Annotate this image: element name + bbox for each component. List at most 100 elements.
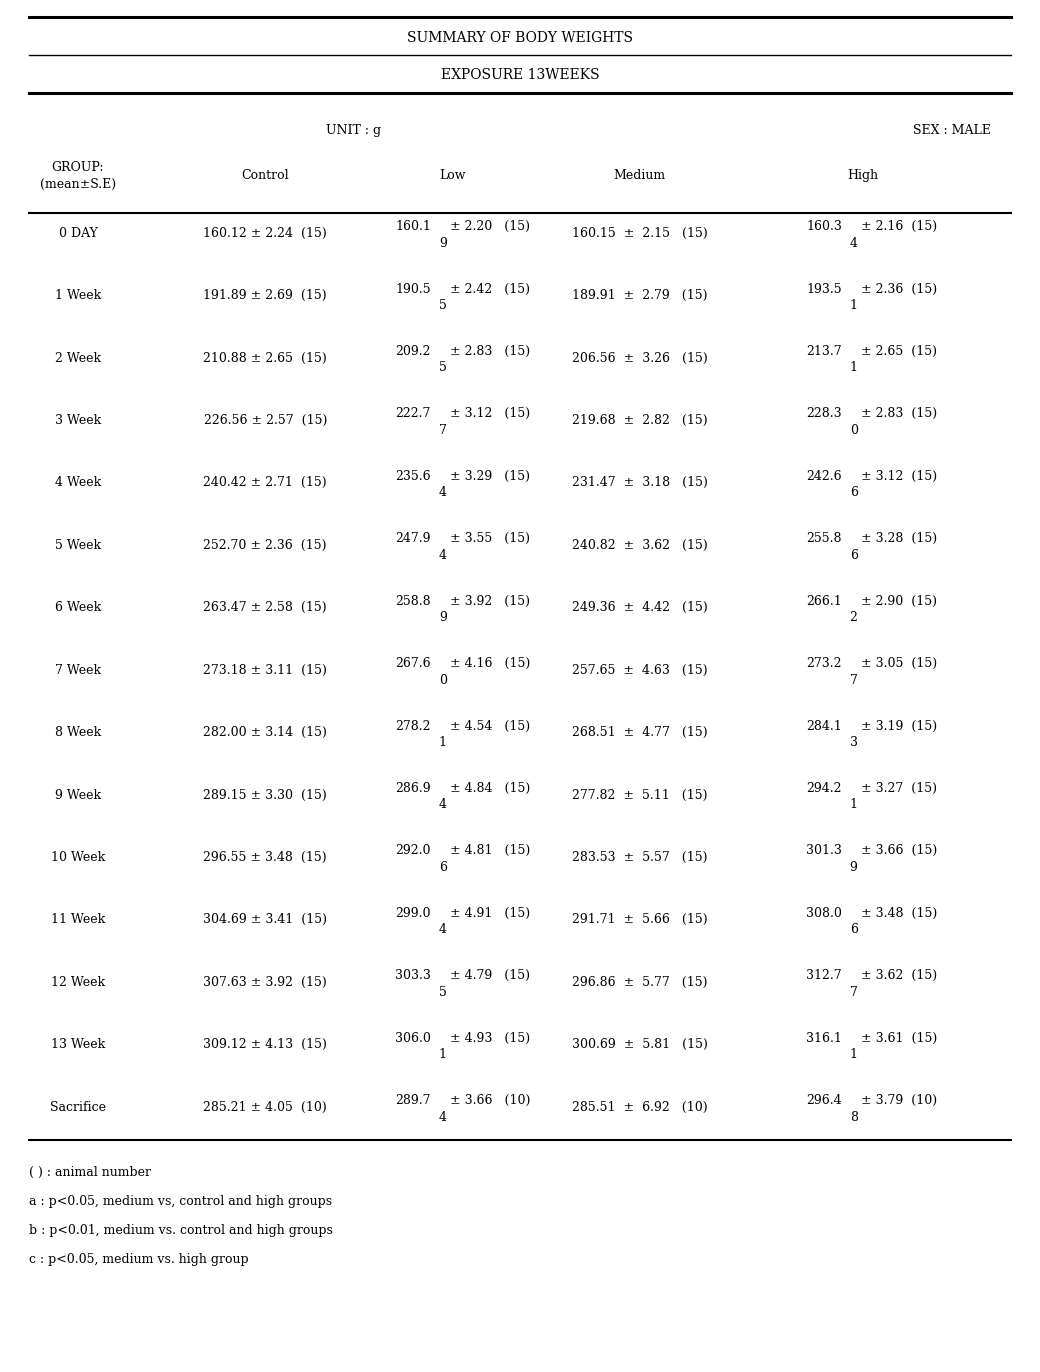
Text: 283.53  ±  5.57   (15): 283.53 ± 5.57 (15)	[572, 851, 707, 864]
Text: ± 4.84   (15): ± 4.84 (15)	[450, 782, 530, 794]
Text: ( ) : animal number: ( ) : animal number	[29, 1166, 151, 1179]
Text: 303.3: 303.3	[395, 969, 431, 982]
Text: 8 Week: 8 Week	[55, 726, 101, 740]
Text: 2 Week: 2 Week	[55, 351, 101, 365]
Text: 9: 9	[439, 236, 447, 250]
Text: 189.91  ±  2.79   (15): 189.91 ± 2.79 (15)	[572, 289, 707, 302]
Text: 296.55 ± 3.48  (15): 296.55 ± 3.48 (15)	[204, 851, 327, 864]
Text: 1: 1	[850, 361, 858, 375]
Text: c : p<0.05, medium vs. high group: c : p<0.05, medium vs. high group	[29, 1253, 249, 1265]
Text: 255.8: 255.8	[806, 532, 841, 545]
Text: 312.7: 312.7	[806, 969, 841, 982]
Text: 307.63 ± 3.92  (15): 307.63 ± 3.92 (15)	[204, 975, 327, 989]
Text: 7: 7	[439, 424, 447, 436]
Text: ± 2.20   (15): ± 2.20 (15)	[450, 220, 530, 233]
Text: ± 4.54   (15): ± 4.54 (15)	[450, 719, 530, 733]
Text: 209.2: 209.2	[395, 344, 431, 358]
Text: 266.1: 266.1	[806, 594, 841, 608]
Text: 273.18 ± 3.11  (15): 273.18 ± 3.11 (15)	[203, 664, 328, 676]
Text: 263.47 ± 2.58  (15): 263.47 ± 2.58 (15)	[204, 601, 327, 615]
Text: ± 3.27  (15): ± 3.27 (15)	[861, 782, 937, 794]
Text: 206.56  ±  3.26   (15): 206.56 ± 3.26 (15)	[572, 351, 707, 365]
Text: 1: 1	[850, 1048, 858, 1061]
Text: 240.82  ±  3.62   (15): 240.82 ± 3.62 (15)	[572, 539, 707, 552]
Text: 3: 3	[850, 735, 858, 749]
Text: 282.00 ± 3.14  (15): 282.00 ± 3.14 (15)	[203, 726, 328, 740]
Text: 1 Week: 1 Week	[55, 289, 101, 302]
Text: 278.2: 278.2	[395, 719, 431, 733]
Text: 13 Week: 13 Week	[51, 1039, 105, 1051]
Text: 5: 5	[439, 361, 447, 375]
Text: 242.6: 242.6	[806, 469, 841, 483]
Text: ± 3.05  (15): ± 3.05 (15)	[861, 657, 937, 670]
Text: 9: 9	[439, 611, 447, 624]
Text: 285.51  ±  6.92   (10): 285.51 ± 6.92 (10)	[572, 1100, 707, 1114]
Text: 190.5: 190.5	[395, 283, 431, 295]
Text: ± 2.42   (15): ± 2.42 (15)	[450, 283, 530, 295]
Text: 249.36  ±  4.42   (15): 249.36 ± 4.42 (15)	[572, 601, 707, 615]
Text: 300.69  ±  5.81   (15): 300.69 ± 5.81 (15)	[572, 1039, 707, 1051]
Text: 7: 7	[850, 674, 858, 686]
Text: ± 2.90  (15): ± 2.90 (15)	[861, 594, 937, 608]
Text: ± 3.66   (10): ± 3.66 (10)	[450, 1093, 530, 1107]
Text: ± 3.12  (15): ± 3.12 (15)	[861, 469, 937, 483]
Text: 273.2: 273.2	[806, 657, 841, 670]
Text: 4: 4	[439, 799, 447, 811]
Text: 309.12 ± 4.13  (15): 309.12 ± 4.13 (15)	[203, 1039, 328, 1051]
Text: ± 3.19  (15): ± 3.19 (15)	[861, 719, 937, 733]
Text: SEX : MALE: SEX : MALE	[913, 123, 990, 137]
Text: ± 4.16   (15): ± 4.16 (15)	[450, 657, 530, 670]
Text: a : p<0.05, medium vs, control and high groups: a : p<0.05, medium vs, control and high …	[29, 1195, 332, 1207]
Text: 5: 5	[439, 299, 447, 311]
Text: 4: 4	[850, 236, 858, 250]
Text: 1: 1	[850, 799, 858, 811]
Text: 240.42 ± 2.71  (15): 240.42 ± 2.71 (15)	[204, 476, 327, 490]
Text: ± 3.92   (15): ± 3.92 (15)	[450, 594, 530, 608]
Text: 6: 6	[439, 860, 447, 874]
Text: 8: 8	[850, 1110, 858, 1124]
Text: ± 3.12   (15): ± 3.12 (15)	[450, 407, 530, 420]
Text: 4: 4	[439, 549, 447, 561]
Text: 277.82  ±  5.11   (15): 277.82 ± 5.11 (15)	[572, 789, 707, 801]
Text: 191.89 ± 2.69  (15): 191.89 ± 2.69 (15)	[204, 289, 327, 302]
Text: 235.6: 235.6	[395, 469, 431, 483]
Text: 9 Week: 9 Week	[55, 789, 101, 801]
Text: UNIT : g: UNIT : g	[326, 123, 382, 137]
Text: 6: 6	[850, 549, 858, 561]
Text: 0: 0	[850, 424, 858, 436]
Text: 4 Week: 4 Week	[55, 476, 101, 490]
Text: 316.1: 316.1	[806, 1032, 841, 1044]
Text: 160.15  ±  2.15   (15): 160.15 ± 2.15 (15)	[572, 226, 707, 240]
Text: 6 Week: 6 Week	[55, 601, 101, 615]
Text: 308.0: 308.0	[806, 907, 841, 919]
Text: 268.51  ±  4.77   (15): 268.51 ± 4.77 (15)	[572, 726, 707, 740]
Text: 267.6: 267.6	[395, 657, 431, 670]
Text: 1: 1	[439, 735, 447, 749]
Text: 289.15 ± 3.30  (15): 289.15 ± 3.30 (15)	[204, 789, 327, 801]
Text: 5: 5	[439, 985, 447, 999]
Text: Sacrifice: Sacrifice	[50, 1100, 106, 1114]
Text: 9: 9	[850, 860, 858, 874]
Text: 257.65  ±  4.63   (15): 257.65 ± 4.63 (15)	[572, 664, 707, 676]
Text: 12 Week: 12 Week	[51, 975, 105, 989]
Text: 7: 7	[850, 985, 858, 999]
Text: 296.86  ±  5.77   (15): 296.86 ± 5.77 (15)	[572, 975, 707, 989]
Text: 11 Week: 11 Week	[51, 914, 105, 926]
Text: 1: 1	[850, 299, 858, 311]
Text: 2: 2	[850, 611, 858, 624]
Text: ± 2.65  (15): ± 2.65 (15)	[861, 344, 937, 358]
Text: 252.70 ± 2.36  (15): 252.70 ± 2.36 (15)	[204, 539, 327, 552]
Text: Control: Control	[241, 169, 289, 182]
Text: ± 2.36  (15): ± 2.36 (15)	[861, 283, 937, 295]
Text: 4: 4	[439, 923, 447, 936]
Text: ± 2.16  (15): ± 2.16 (15)	[861, 220, 937, 233]
Text: 231.47  ±  3.18   (15): 231.47 ± 3.18 (15)	[572, 476, 707, 490]
Text: 292.0: 292.0	[395, 844, 431, 858]
Text: 306.0: 306.0	[395, 1032, 431, 1044]
Text: ± 3.48  (15): ± 3.48 (15)	[861, 907, 937, 919]
Text: 296.4: 296.4	[806, 1093, 841, 1107]
Text: 304.69 ± 3.41  (15): 304.69 ± 3.41 (15)	[203, 914, 328, 926]
Text: 247.9: 247.9	[395, 532, 431, 545]
Text: 6: 6	[850, 486, 858, 499]
Text: 4: 4	[439, 1110, 447, 1124]
